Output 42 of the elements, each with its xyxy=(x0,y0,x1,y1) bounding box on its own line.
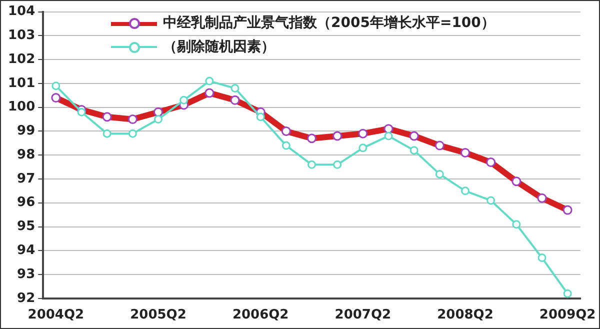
y-tick-label: 103 xyxy=(8,28,36,44)
point xyxy=(512,220,521,229)
x-tick-label: 2007Q2 xyxy=(334,308,392,323)
point xyxy=(230,84,240,92)
y-tick-label: 94 xyxy=(17,243,36,258)
point xyxy=(180,96,188,104)
y-tick-label: 99 xyxy=(17,124,36,139)
y-tick-label: 98 xyxy=(17,147,36,162)
x-tick-label: 2005Q2 xyxy=(130,308,186,323)
y-tick-label: 93 xyxy=(17,266,36,282)
x-tick-label: 2009Q2 xyxy=(539,308,596,323)
y-tick-label: 100 xyxy=(8,100,36,115)
point xyxy=(563,289,572,298)
y-tick-label: 95 xyxy=(17,219,36,234)
y-tick-label: 102 xyxy=(8,52,36,67)
x-tick-label: 2006Q2 xyxy=(232,308,289,323)
point xyxy=(77,108,86,116)
y-tick-label: 101 xyxy=(8,76,36,91)
point xyxy=(460,186,470,196)
y-tick-label: 96 xyxy=(17,195,36,210)
x-tick-label: 2008Q2 xyxy=(437,308,494,323)
legend-label: 中经乳制品产业景气指数（2005年增长水平=100） xyxy=(163,14,495,32)
point xyxy=(384,132,393,140)
point xyxy=(486,196,496,205)
point xyxy=(282,141,290,150)
point xyxy=(128,129,137,138)
point xyxy=(333,160,342,169)
y-tick-label: 104 xyxy=(8,4,36,20)
x-tick-label: 2004Q2 xyxy=(28,308,84,323)
point xyxy=(256,112,265,122)
y-tick-label: 97 xyxy=(17,171,36,186)
point xyxy=(538,254,546,262)
point xyxy=(410,146,418,155)
point xyxy=(154,115,163,124)
point xyxy=(308,160,316,169)
point xyxy=(358,144,368,152)
point xyxy=(435,170,444,178)
point xyxy=(52,82,60,90)
point xyxy=(102,129,112,138)
point xyxy=(205,76,214,86)
y-tick-label: 92 xyxy=(17,290,36,306)
legend-label: （剔除随机因素） xyxy=(163,38,275,56)
